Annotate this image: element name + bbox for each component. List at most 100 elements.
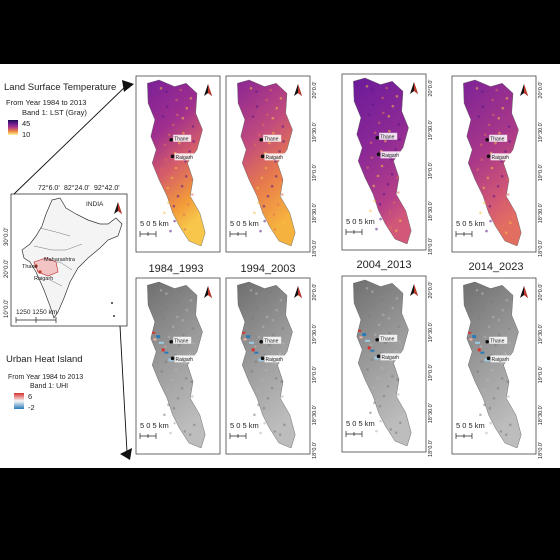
scale-bar-label: 5 0 5 km [456, 219, 485, 228]
raster-texture [388, 331, 391, 335]
raster-texture [257, 335, 261, 339]
raster-texture [274, 362, 277, 365]
raster-texture [191, 193, 194, 196]
raster-texture [263, 421, 266, 425]
raster-texture [489, 421, 492, 425]
raster-texture [497, 318, 501, 322]
raster-texture [163, 211, 166, 215]
north-arrow-icon-accent [298, 286, 302, 298]
north-arrow-icon-accent [298, 84, 302, 96]
raster-texture [182, 131, 185, 135]
lst-legend-subtitle: From Year 1984 to 2013 [6, 98, 86, 107]
raster-texture [165, 90, 168, 93]
uhi-hotspot [358, 329, 362, 332]
raster-texture [487, 325, 491, 329]
raster-texture [501, 106, 505, 110]
period-label-1: 1984_1993 [148, 263, 203, 275]
raster-texture [185, 308, 189, 312]
raster-texture [475, 289, 479, 292]
connector-arrow-bottom [120, 448, 132, 460]
raster-texture [504, 433, 508, 437]
uhi-hotspot [370, 349, 375, 352]
raster-texture [272, 131, 275, 135]
thane-marker [485, 339, 490, 344]
raster-texture [278, 231, 282, 234]
map-panel-uhi-2: Thane Raigarh 5 0 5 km 20°0.0' 19°30.0' 19°0.… [225, 277, 318, 459]
raster-texture [273, 228, 277, 231]
uhi-hotspot [246, 335, 251, 339]
uhi-hotspot [249, 341, 254, 344]
thane-marker [375, 337, 380, 342]
raster-texture [381, 298, 384, 302]
raster-texture [490, 368, 494, 372]
scale-bar-label: 5 0 5 km [230, 219, 259, 228]
raster-texture [191, 395, 194, 398]
raster-texture [479, 211, 482, 215]
raster-texture [159, 289, 163, 292]
india-map-thane-label: Thane [22, 264, 38, 270]
north-arrow-icon-accent [208, 84, 212, 96]
raster-texture [382, 192, 386, 196]
raster-texture [395, 297, 399, 300]
raster-texture [395, 95, 399, 98]
north-arrow-icon-accent [414, 82, 418, 94]
raster-texture [385, 86, 389, 90]
lat-tick-label: 19°30.0' [538, 324, 544, 344]
raster-texture [369, 141, 373, 144]
india-map-country-label: INDIA [86, 201, 104, 208]
uhi-hotspot [254, 351, 259, 354]
thane-marker [259, 137, 264, 142]
raster-texture [167, 335, 171, 339]
raster-texture [370, 358, 374, 362]
lat-tick-label: 18°0.0' [428, 440, 434, 457]
raster-texture [181, 318, 185, 322]
raster-texture [257, 403, 260, 407]
uhi-color-ramp [14, 393, 24, 409]
raster-texture [180, 386, 184, 390]
raster-texture [479, 345, 483, 349]
raster-texture [282, 140, 285, 143]
period-label-3: 2004_2013 [356, 259, 411, 271]
raster-texture [485, 431, 488, 435]
raster-texture [487, 123, 491, 127]
raster-texture [398, 340, 401, 343]
study-area-raster [353, 77, 412, 245]
lat-tick-label: 18°30.0' [428, 201, 434, 221]
raster-texture [278, 433, 282, 437]
lst-legend-title: Land Surface Temperature [4, 82, 116, 93]
raster-texture [167, 403, 170, 407]
raster-texture [188, 231, 192, 234]
raster-texture [382, 313, 385, 317]
raster-texture [165, 292, 168, 295]
raster-texture [500, 377, 504, 380]
raster-texture [190, 380, 193, 383]
raster-texture [188, 433, 192, 437]
raster-texture [272, 333, 275, 337]
label-halo [263, 134, 282, 142]
raster-texture [486, 176, 490, 180]
raster-texture [488, 204, 492, 208]
raster-texture [176, 113, 179, 117]
uhi-hotspot [161, 348, 165, 352]
raster-texture [496, 386, 500, 390]
india-map-scale: 1250 1250 km [16, 309, 57, 316]
raster-texture [376, 174, 380, 178]
raster-texture [270, 386, 274, 390]
raster-texture [371, 305, 375, 308]
raigarh-marker [38, 270, 42, 274]
raster-texture [489, 219, 492, 223]
raster-texture [392, 403, 396, 406]
label-halo [174, 355, 197, 363]
raster-texture [367, 113, 371, 116]
raster-texture [390, 158, 393, 161]
lat-tick-label: 19°30.0' [428, 322, 434, 342]
raster-texture [257, 133, 261, 137]
study-area-raster [463, 281, 522, 449]
raster-texture [371, 103, 375, 106]
raster-texture [485, 229, 488, 233]
india-lat-label-3: 10°0.0' [4, 299, 10, 318]
raster-texture [397, 325, 401, 328]
raster-texture [275, 106, 279, 110]
raster-texture [502, 203, 506, 206]
raster-texture [269, 88, 273, 92]
